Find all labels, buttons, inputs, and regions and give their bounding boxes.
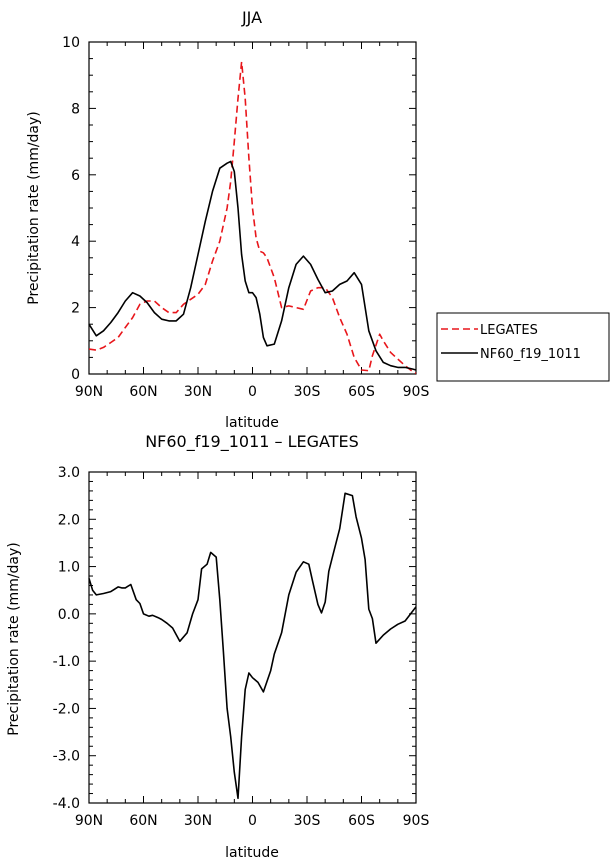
top-chart-title: JJA bbox=[241, 8, 262, 27]
top-y-tick-label: 2 bbox=[71, 301, 80, 317]
bottom-x-tick-label: 30N bbox=[184, 813, 212, 829]
top-x-tick-label: 0 bbox=[248, 384, 257, 400]
bottom-frame bbox=[88, 471, 417, 804]
top-series-line-nf60-f19-1011 bbox=[88, 160, 417, 371]
bottom-x-tick-label: 60N bbox=[129, 813, 157, 829]
bottom-x-axis-label: latitude bbox=[225, 845, 279, 861]
top-x-tick-label: 60S bbox=[348, 384, 375, 400]
legend: LEGATES NF60_f19_1011 bbox=[436, 312, 610, 382]
top-frame bbox=[88, 41, 417, 375]
top-x-tick-label: 90N bbox=[75, 384, 103, 400]
top-x-tick-label: 30N bbox=[184, 384, 212, 400]
bottom-x-tick-label: 90S bbox=[403, 813, 430, 829]
bottom-y-tick-label: 2.0 bbox=[58, 512, 80, 528]
top-x-tick-label: 60N bbox=[129, 384, 157, 400]
legend-box bbox=[436, 312, 610, 382]
legend-label-legates: LEGATES bbox=[480, 323, 538, 338]
top-x-axis-label: latitude bbox=[225, 415, 279, 431]
bottom-x-tick-label: 90N bbox=[75, 813, 103, 829]
top-x-tick-label: 90S bbox=[403, 384, 430, 400]
bottom-y-tick-label: -3.0 bbox=[53, 749, 80, 765]
top-plot-area: 90N 60N 30N 0 30S 60S 90S 0 2 4 6 8 10 bbox=[62, 35, 429, 400]
bottom-y-tick-label: 0.0 bbox=[58, 607, 80, 623]
bottom-y-tick-label: -2.0 bbox=[53, 701, 80, 717]
bottom-x-tick-label: 60S bbox=[348, 813, 375, 829]
bottom-y-axis-label: Precipitation rate (mm/day) bbox=[6, 542, 22, 736]
top-x-tick-label: 30S bbox=[294, 384, 321, 400]
bottom-y-tick-label: -1.0 bbox=[53, 654, 80, 670]
top-y-tick-label: 0 bbox=[71, 367, 80, 383]
bottom-series-line-nf60-f19-1011-legates bbox=[88, 492, 417, 800]
bottom-plot-area: 90N 60N 30N 0 30S 60S 90S -4.0 -3.0 -2.0 -1.0 0.0 1.… bbox=[53, 465, 430, 829]
bottom-x-tick-label: 30S bbox=[294, 813, 321, 829]
bottom-y-tick-label: 3.0 bbox=[58, 465, 80, 481]
bottom-chart-title: NF60_f19_1011 – LEGATES bbox=[145, 432, 359, 452]
bottom-panel: NF60_f19_1011 – LEGATES 90N 60N 30N 0 30S 60S… bbox=[6, 432, 429, 861]
top-y-tick-label: 4 bbox=[71, 234, 80, 250]
top-y-axis-label: Precipitation rate (mm/day) bbox=[26, 111, 42, 305]
top-y-tick-label: 10 bbox=[62, 35, 80, 51]
top-y-tick-label: 8 bbox=[71, 101, 80, 117]
bottom-y-tick-label: 1.0 bbox=[58, 560, 80, 576]
top-series-line-legates bbox=[88, 61, 417, 374]
top-y-tick-label: 6 bbox=[71, 168, 80, 184]
bottom-y-tick-label: -4.0 bbox=[53, 796, 80, 812]
bottom-x-tick-label: 0 bbox=[248, 813, 257, 829]
legend-label-nf60: NF60_f19_1011 bbox=[480, 347, 581, 362]
